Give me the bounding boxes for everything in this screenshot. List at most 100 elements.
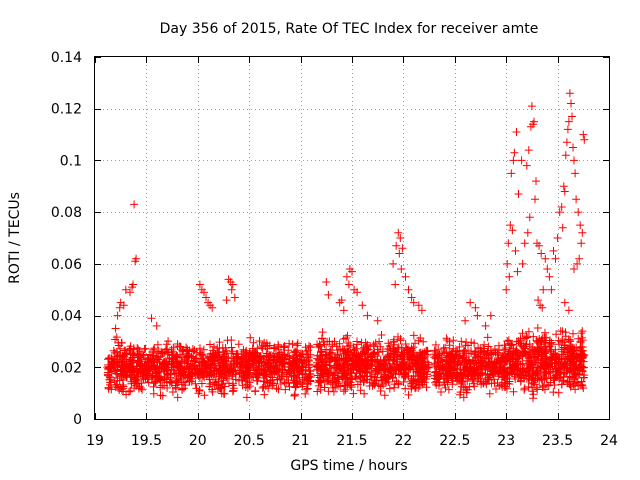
data-point [441, 383, 450, 392]
data-point [251, 386, 260, 395]
data-point [285, 352, 294, 361]
data-point [371, 366, 380, 375]
data-point [554, 388, 563, 397]
data-point [527, 360, 536, 369]
data-point [320, 383, 329, 392]
data-point [318, 328, 327, 337]
data-point [397, 265, 406, 273]
data-point [398, 244, 407, 253]
data-point [139, 351, 148, 360]
data-point [335, 359, 344, 368]
y-tick-label: 0.02 [51, 360, 82, 376]
data-point [206, 359, 215, 368]
data-point [239, 347, 248, 356]
data-point [473, 366, 482, 374]
data-point [481, 377, 490, 386]
data-point [301, 389, 310, 398]
data-point [561, 151, 570, 160]
data-point [346, 341, 355, 350]
data-point [301, 366, 310, 375]
data-point [528, 383, 537, 392]
data-point [251, 369, 260, 378]
data-point [459, 393, 468, 402]
data-point [328, 354, 336, 362]
data-point [137, 379, 146, 388]
data-point [553, 234, 562, 242]
data-point [358, 301, 367, 310]
data-point [516, 339, 525, 348]
data-point [353, 340, 361, 349]
data-point [338, 372, 347, 381]
data-point [403, 357, 412, 366]
data-point [388, 373, 397, 382]
x-tick-label: 19.5 [131, 433, 162, 449]
data-point [246, 333, 255, 342]
data-point [110, 377, 119, 385]
data-point [401, 272, 410, 281]
data-point [483, 370, 492, 379]
data-point [326, 378, 335, 387]
data-point [529, 394, 537, 403]
data-point [298, 349, 307, 358]
y-tick-label: 0.06 [51, 257, 82, 273]
data-point [514, 365, 522, 374]
data-point [421, 361, 430, 370]
data-point [443, 371, 452, 380]
y-tick-label: 0.12 [51, 102, 82, 118]
data-point [561, 332, 570, 341]
data-point [195, 360, 204, 369]
data-point [126, 386, 135, 395]
x-axis-label: GPS time / hours [290, 458, 407, 474]
data-point [113, 311, 122, 320]
data-point [288, 340, 297, 349]
data-point [303, 350, 312, 359]
data-point [400, 363, 409, 372]
data-point [149, 389, 158, 398]
data-point [114, 341, 123, 350]
data-point [111, 324, 120, 333]
data-point [280, 368, 289, 377]
data-point [356, 372, 365, 381]
data-point [464, 349, 473, 358]
y-tick-label: 0.04 [51, 309, 82, 325]
data-point [185, 377, 194, 386]
data-point [153, 364, 162, 373]
data-point [557, 345, 566, 354]
data-point [404, 390, 413, 399]
data-point [567, 99, 575, 108]
data-point [515, 371, 524, 380]
data-point [504, 349, 513, 358]
data-point [351, 356, 360, 365]
data-point [344, 280, 353, 289]
data-point [147, 314, 156, 323]
data-point [508, 350, 517, 359]
data-point [539, 285, 548, 294]
data-point [164, 337, 173, 346]
data-point [314, 362, 323, 371]
data-point [177, 357, 186, 366]
data-point [577, 239, 586, 248]
data-point [366, 342, 375, 351]
data-point [546, 365, 555, 374]
data-point [339, 363, 348, 372]
data-point [301, 370, 310, 379]
data-point [130, 200, 139, 209]
data-point [342, 371, 351, 380]
data-point [242, 351, 251, 360]
data-point [255, 337, 264, 345]
data-point [125, 387, 133, 396]
data-point [328, 342, 337, 351]
data-point [578, 366, 587, 375]
data-point [460, 358, 469, 367]
data-point [265, 341, 274, 350]
data-point [507, 169, 516, 178]
data-point [483, 363, 492, 372]
plot-frame [94, 56, 610, 420]
data-point [523, 228, 532, 237]
data-point [392, 355, 401, 364]
data-point [579, 373, 588, 382]
data-point [391, 280, 400, 289]
data-point [541, 368, 549, 377]
data-point [139, 374, 148, 383]
data-point [545, 272, 554, 281]
